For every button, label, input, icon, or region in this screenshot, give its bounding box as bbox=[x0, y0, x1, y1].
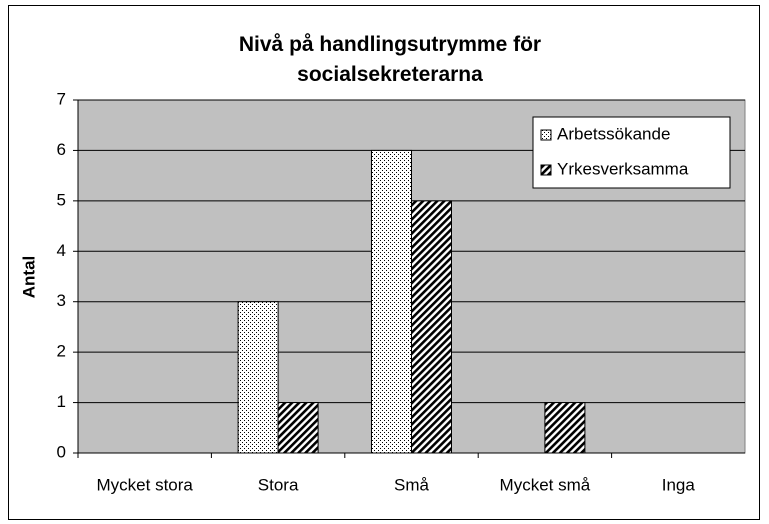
chart-title: Nivå på handlingsutrymme för socialsekre… bbox=[238, 33, 542, 86]
y-tick-label: 6 bbox=[57, 140, 66, 159]
y-tick-label: 0 bbox=[57, 442, 66, 461]
y-tick-label: 4 bbox=[57, 241, 66, 260]
bar bbox=[237, 301, 279, 454]
y-tick-label: 3 bbox=[57, 291, 66, 310]
x-tick-label: Stora bbox=[258, 475, 299, 494]
legend-label: Arbetssökande bbox=[557, 124, 670, 143]
x-tick-label: Inga bbox=[662, 475, 696, 494]
bar bbox=[277, 402, 319, 454]
y-tick-label: 5 bbox=[57, 190, 66, 209]
bar bbox=[544, 402, 586, 454]
x-tick-label: Mycket stora bbox=[97, 475, 194, 494]
y-tick-label: 1 bbox=[57, 392, 66, 411]
bar bbox=[411, 200, 452, 454]
x-tick-label: Mycket små bbox=[500, 475, 591, 494]
y-tick-label: 2 bbox=[57, 342, 66, 361]
y-tick-label: 7 bbox=[57, 89, 66, 108]
y-axis-label: Antal bbox=[19, 256, 38, 299]
legend-swatch bbox=[540, 129, 552, 141]
legend-label: Yrkesverksamma bbox=[557, 159, 689, 178]
bar bbox=[371, 149, 412, 454]
x-tick-label: Små bbox=[394, 475, 430, 494]
legend bbox=[532, 116, 731, 189]
legend-swatch bbox=[540, 164, 552, 176]
